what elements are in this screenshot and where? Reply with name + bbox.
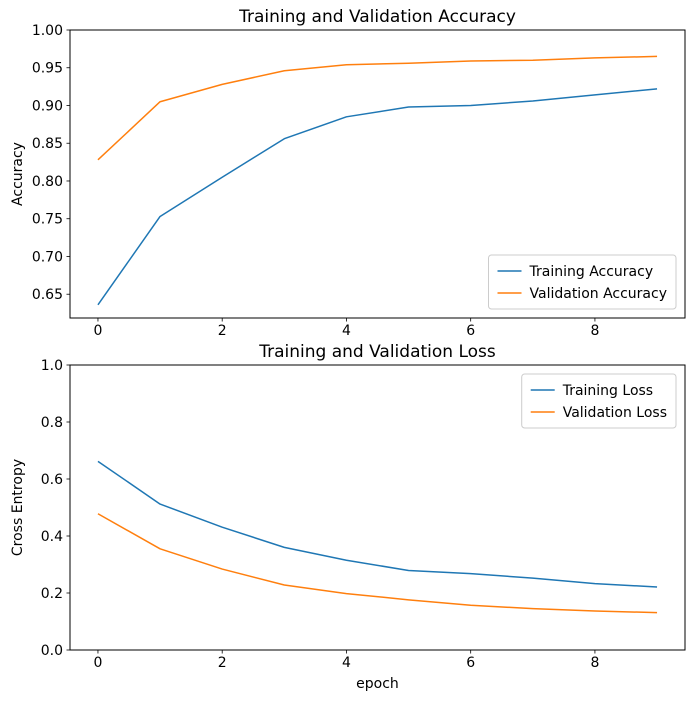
x-tick-label: 4 bbox=[342, 655, 351, 671]
chart-title: Training and Validation Loss bbox=[258, 342, 496, 362]
y-tick-label: 1.00 bbox=[32, 23, 63, 39]
y-tick-label: 0.0 bbox=[41, 643, 63, 659]
y-axis-label: Accuracy bbox=[10, 142, 26, 206]
chart-title: Training and Validation Accuracy bbox=[238, 7, 516, 27]
legend-box bbox=[521, 373, 677, 429]
y-tick-label: 0.75 bbox=[32, 212, 63, 228]
legend: Training Loss Validation Loss bbox=[521, 373, 677, 429]
x-tick-label: 2 bbox=[218, 655, 227, 671]
y-tick-label: 0.4 bbox=[41, 529, 63, 545]
y-tick-label: 0.8 bbox=[41, 415, 63, 431]
x-axis-label: epoch bbox=[356, 676, 399, 692]
x-tick-label: 2 bbox=[218, 323, 227, 339]
y-axis-label: Cross Entropy bbox=[10, 459, 26, 556]
plot-border bbox=[69, 364, 686, 651]
y-tick-label: 0.2 bbox=[41, 586, 63, 602]
x-tick-label: 8 bbox=[590, 655, 599, 671]
y-tick-label: 0.65 bbox=[32, 287, 63, 303]
y-tick-label: 0.95 bbox=[32, 61, 63, 77]
subplot-training-and-validation-accuracy: 0 2 4 6 8 0.65 0.70 0.75 0.80 0.85 0.90 0.95 1.00 Tra… bbox=[10, 7, 686, 339]
validation-accuracy-line bbox=[97, 55, 658, 161]
legend-label: Validation Loss bbox=[563, 405, 667, 421]
x-tick-label: 8 bbox=[590, 323, 599, 339]
training-accuracy-line bbox=[97, 88, 658, 306]
x-tick-label: 0 bbox=[93, 323, 102, 339]
legend-label: Training Loss bbox=[562, 383, 653, 399]
legend-box bbox=[488, 254, 677, 310]
x-tick-label: 0 bbox=[93, 655, 102, 671]
training-loss-line bbox=[97, 460, 658, 588]
y-tick-label: 0.6 bbox=[41, 472, 63, 488]
legend-label: Validation Accuracy bbox=[530, 286, 668, 302]
y-tick-label: 0.85 bbox=[32, 136, 63, 152]
x-tick-label: 4 bbox=[342, 323, 351, 339]
subplot-training-and-validation-loss: 0 2 4 6 8 0.0 0.2 0.4 0.6 0.8 1.0 Training and Vali… bbox=[10, 342, 686, 692]
plot-border bbox=[69, 29, 686, 319]
validation-loss-line bbox=[97, 513, 658, 614]
x-tick-label: 6 bbox=[466, 323, 475, 339]
y-tick-label: 0.70 bbox=[32, 249, 63, 265]
y-tick-label: 0.80 bbox=[32, 174, 63, 190]
legend-label: Training Accuracy bbox=[529, 264, 654, 280]
y-tick-label: 1.0 bbox=[41, 358, 63, 374]
legend: Training Accuracy Validation Accuracy bbox=[488, 254, 677, 310]
x-tick-label: 6 bbox=[466, 655, 475, 671]
y-tick-label: 0.90 bbox=[32, 98, 63, 114]
